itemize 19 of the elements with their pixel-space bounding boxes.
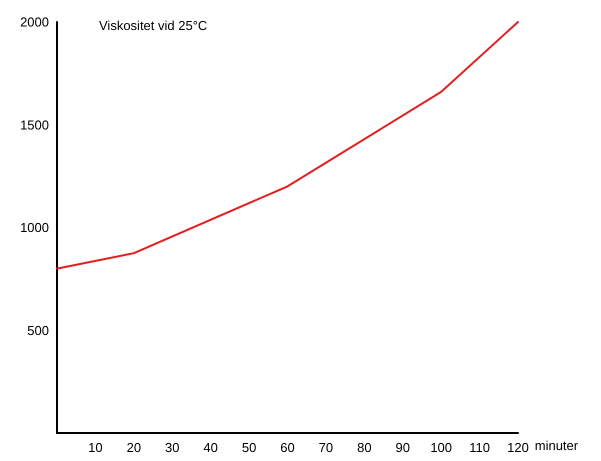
x-tick-label: 60 xyxy=(280,440,295,455)
y-tick-label: 1500 xyxy=(20,117,49,132)
x-tick-label: 40 xyxy=(203,440,218,455)
x-tick-label: 90 xyxy=(396,440,410,455)
x-tick-label: 20 xyxy=(126,440,142,455)
x-tick-label: 100 xyxy=(430,440,452,455)
x-axis-title: minuter xyxy=(534,438,579,453)
line-series xyxy=(56,21,519,270)
x-tick-label: 110 xyxy=(469,440,490,455)
chart-title: Viskositet vid 25°C xyxy=(99,18,208,33)
y-tick-label: 1000 xyxy=(20,220,49,235)
y-tick-label: 500 xyxy=(27,322,49,338)
x-tick-label: 30 xyxy=(165,440,180,455)
x-tick-label: 50 xyxy=(242,440,256,455)
x-tick-label: 10 xyxy=(88,440,103,455)
x-tick-label: 120 xyxy=(507,440,529,455)
x-tick-label: 80 xyxy=(357,440,372,455)
y-tick-label: 2000 xyxy=(20,14,49,30)
x-tick-label: 70 xyxy=(318,440,334,455)
